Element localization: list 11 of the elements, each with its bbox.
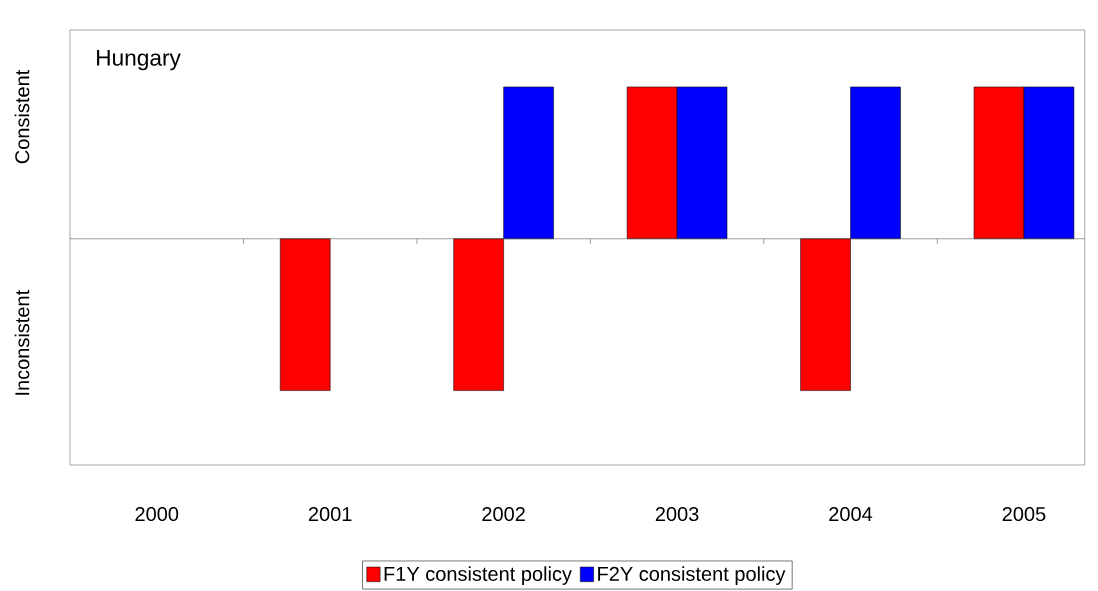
text: Inconsistent	[14, 289, 30, 395]
x-tick-label: 2003	[655, 506, 699, 522]
x-tick-label: 2002	[482, 506, 525, 522]
legend-label: F1Y consistent policy	[384, 566, 572, 585]
x-tick-label: 2001	[308, 506, 352, 522]
text: Consistent	[14, 69, 30, 164]
x-tick-label: 2005	[1002, 506, 1046, 522]
chart-title: Hungary	[97, 49, 181, 71]
legend-label: F2Y consistent policy	[598, 566, 786, 585]
x-tick-label: 2000	[135, 506, 179, 522]
x-tick-label: 2004	[829, 506, 873, 522]
